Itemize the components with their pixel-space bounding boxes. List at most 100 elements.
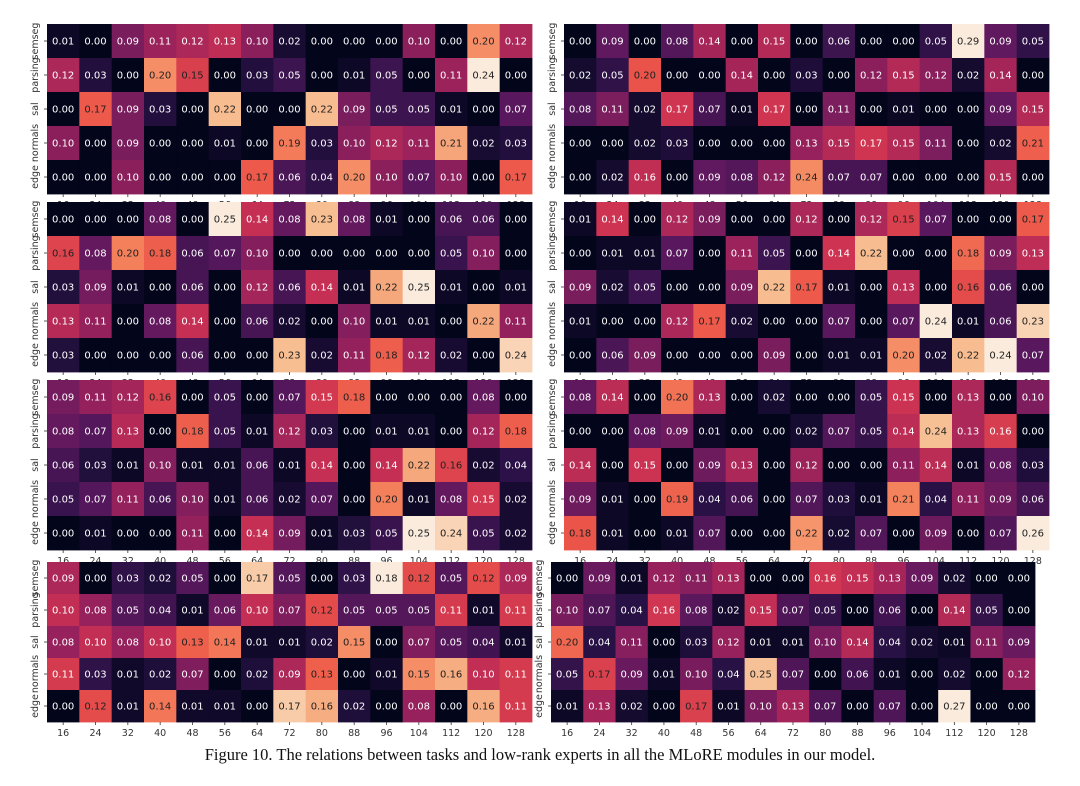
cell-value-label: 0.01 — [117, 670, 139, 681]
heatmap-cell — [596, 202, 630, 237]
heatmap-cell — [47, 658, 80, 691]
cell-value-label: 0.00 — [149, 173, 171, 184]
cell-value-label: 0.01 — [52, 37, 74, 48]
heatmap-cell — [305, 562, 339, 595]
heatmap-cell — [855, 380, 888, 415]
cell-value-label: 0.03 — [311, 427, 333, 438]
heatmap-cell — [305, 594, 339, 627]
cell-value-label: 0.00 — [860, 105, 882, 116]
col-label: 16 — [561, 728, 573, 739]
heatmap-panel-4: 0.01 0.14 0.00 0.12 0.09 0.00 0.00 0.12 0.00 0.12… — [547, 201, 1050, 389]
heatmap-cell — [564, 92, 597, 127]
cell-value-label: 0.00 — [1008, 574, 1030, 585]
cell-value-label: 0.07 — [782, 606, 804, 617]
cell-value-label: 0.02 — [943, 574, 965, 585]
cell-value-label: 0.01 — [246, 427, 268, 438]
cell-value-label: 0.11 — [601, 105, 623, 116]
heatmap-cell — [596, 516, 630, 551]
heatmap-cell — [919, 160, 953, 195]
heatmap-cell — [305, 516, 339, 551]
heatmap-cell — [467, 270, 501, 305]
row-label: parsing — [30, 235, 41, 270]
cell-value-label: 0.10 — [246, 37, 268, 48]
cell-value-label: 0.00 — [181, 105, 203, 116]
heatmap-cell — [338, 24, 371, 59]
cell-value-label: 0.10 — [375, 173, 397, 184]
heatmap-cell — [435, 594, 468, 627]
row-label: parsing — [547, 235, 558, 270]
row-label: edge — [534, 694, 545, 718]
heatmap-cell — [47, 594, 80, 627]
heatmap-cell — [435, 690, 468, 723]
heatmap-cell — [938, 594, 971, 627]
heatmap-cell — [435, 338, 468, 373]
row-label: semseg — [30, 201, 41, 238]
cell-value-label: 0.14 — [569, 461, 591, 472]
cell-value-label: 0.00 — [666, 173, 688, 184]
cell-value-label: 0.00 — [601, 139, 623, 150]
heatmap-cell — [79, 270, 113, 305]
cell-value-label: 0.17 — [666, 105, 688, 116]
heatmap-cell — [984, 414, 1018, 449]
heatmap-cell — [305, 414, 339, 449]
heatmap-cell — [564, 24, 597, 59]
cell-value-label: 0.00 — [181, 139, 203, 150]
heatmap-cell — [661, 236, 694, 271]
heatmap-cell — [596, 448, 630, 483]
cell-value-label: 0.00 — [84, 139, 106, 150]
heatmap-cell — [111, 690, 145, 723]
heatmap-cell — [628, 448, 662, 483]
col-label: 128 — [1010, 728, 1028, 739]
cell-value-label: 0.04 — [925, 495, 947, 506]
cell-value-label: 0.09 — [989, 105, 1011, 116]
cell-value-label: 0.00 — [975, 702, 997, 713]
heatmap-cell — [790, 414, 824, 449]
heatmap-cell — [241, 270, 274, 305]
heatmap-cell — [144, 58, 177, 93]
heatmap-cell — [693, 160, 727, 195]
heatmap-cell — [628, 58, 662, 93]
cell-value-label: 0.08 — [343, 215, 365, 226]
heatmap-cell — [938, 562, 971, 595]
cell-value-label: 0.07 — [408, 173, 430, 184]
heatmap-cell — [887, 92, 921, 127]
cell-value-label: 0.12 — [408, 351, 430, 362]
heatmap-cell — [111, 482, 145, 517]
heatmap-cell — [176, 414, 210, 449]
heatmap-cell — [790, 516, 824, 551]
cell-value-label: 0.00 — [343, 670, 365, 681]
heatmap-cell — [680, 594, 713, 627]
cell-value-label: 0.00 — [666, 351, 688, 362]
heatmap-cell — [435, 658, 468, 691]
row-label: sal — [547, 458, 558, 471]
heatmap-cell — [208, 690, 242, 723]
cell-value-label: 0.00 — [214, 529, 236, 540]
heatmap-cell — [79, 516, 113, 551]
heatmap-cell — [435, 236, 468, 271]
col-label: 88 — [348, 728, 360, 739]
heatmap-cell — [370, 270, 404, 305]
heatmap-cell — [176, 270, 210, 305]
cell-value-label: 0.00 — [52, 702, 74, 713]
cell-value-label: 0.20 — [375, 495, 397, 506]
heatmap-cell — [661, 304, 694, 339]
heatmap-cell — [615, 626, 649, 659]
cell-value-label: 0.00 — [375, 638, 397, 649]
heatmap-cell — [402, 626, 436, 659]
cell-value-label: 0.01 — [440, 105, 462, 116]
heatmap-cell — [144, 562, 177, 595]
heatmap-cell — [144, 690, 177, 723]
cell-value-label: 0.13 — [698, 393, 720, 404]
heatmap-cell — [984, 304, 1018, 339]
heatmap-cell — [273, 448, 307, 483]
cell-value-label: 0.00 — [440, 37, 462, 48]
cell-value-label: 0.08 — [731, 173, 753, 184]
cell-value-label: 0.06 — [181, 249, 203, 260]
heatmap-cell — [241, 448, 274, 483]
heatmap-cell — [952, 236, 985, 271]
heatmap-cell — [467, 304, 501, 339]
cell-value-label: 0.00 — [181, 215, 203, 226]
heatmap-cell — [855, 270, 888, 305]
heatmap-cell — [435, 482, 468, 517]
heatmap-cell — [402, 690, 436, 723]
